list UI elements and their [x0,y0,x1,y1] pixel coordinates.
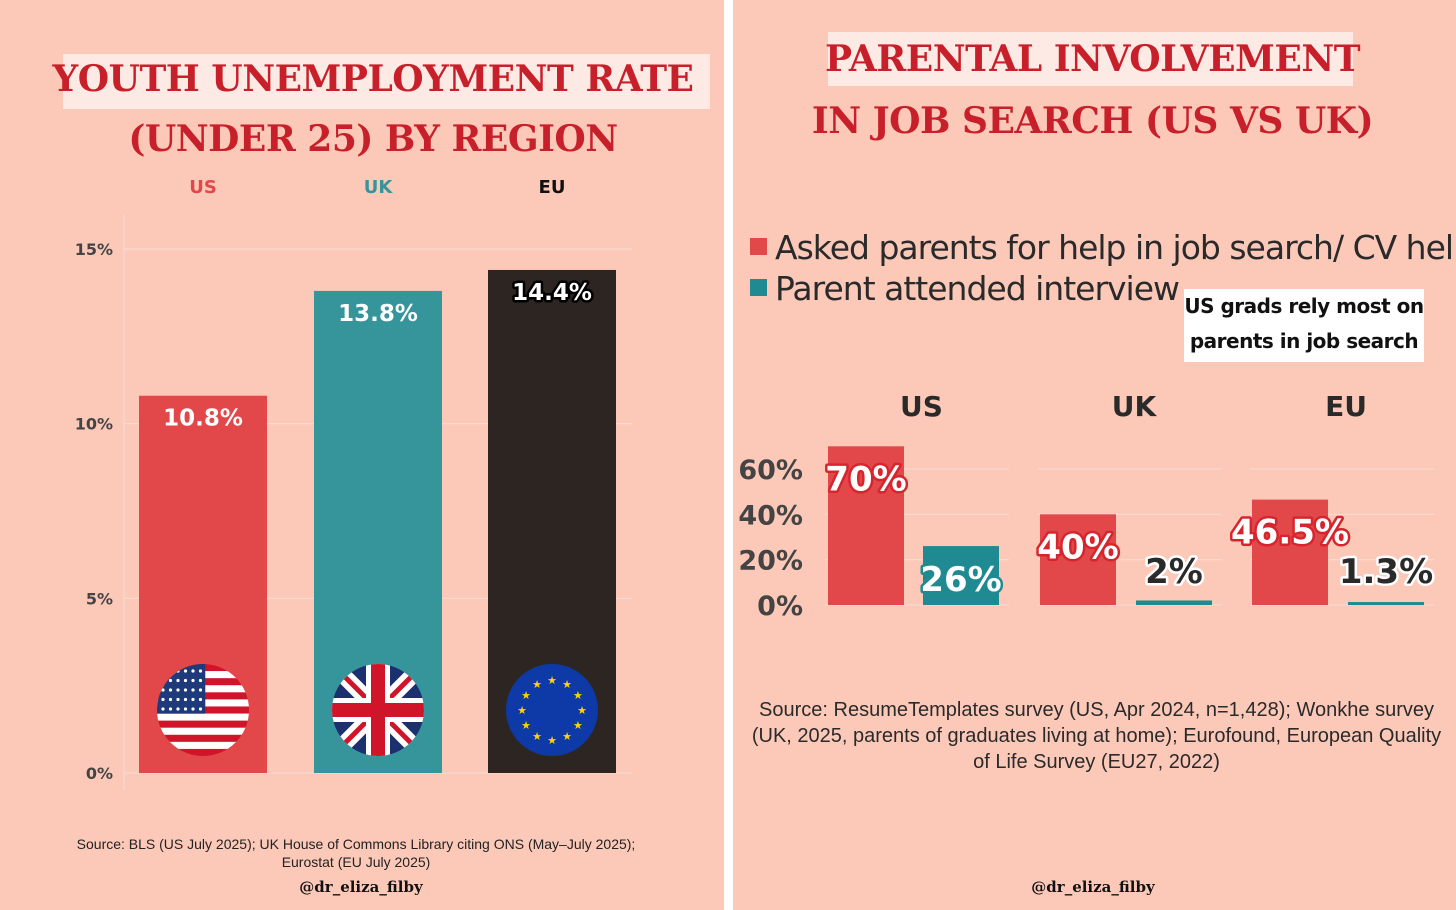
value-label-uk: 13.8% [338,301,418,327]
right-chart-title-line2: IN JOB SEARCH (US VS UK) [811,100,1374,142]
legend-swatch-teal [750,279,767,296]
category-label-us: US [189,177,217,198]
group-label-us: US [900,390,943,423]
uk-flag-icon [332,664,424,756]
right-author-handle: @dr_eliza_filby [1031,878,1155,896]
svg-text:★: ★ [547,734,557,747]
us-flag-icon [157,664,249,756]
annotation-note: US grads rely most on parents in job sea… [1184,289,1424,362]
right-chart-source: Source: ResumeTemplates survey (US, Apr … [733,697,1456,775]
y-tick-label: 40% [738,500,803,531]
value-label-eu-help: 46.5% [1231,513,1349,553]
y-tick-label: 10% [75,415,113,434]
right-source-line2: (UK, 2025, parents of graduates living a… [751,725,1442,747]
note-line1: US grads rely most on [1184,294,1424,318]
group-label-eu: EU [1325,390,1367,423]
right-chart-panel: PARENTAL INVOLVEMENT IN JOB SEARCH (US V… [733,0,1456,910]
legend-item-interview: Parent attended interview [750,269,1180,308]
note-line2: parents in job search [1189,329,1419,353]
left-source-line1: Source: BLS (US July 2025); UK House of … [76,836,636,852]
left-chart-panel: YOUTH UNEMPLOYMENT RATE (UNDER 25) BY RE… [0,0,724,910]
left-author-handle: @dr_eliza_filby [299,878,423,896]
y-tick-label: 0% [86,764,113,783]
y-tick-label: 15% [75,240,113,259]
svg-text:★: ★ [532,678,542,691]
svg-text:★: ★ [517,704,527,717]
left-chart-source: Source: BLS (US July 2025); UK House of … [0,835,712,871]
bar-eu-interview [1348,602,1424,606]
value-label-eu: 14.4% [512,280,592,306]
value-label-uk-help: 40% [1037,527,1118,567]
group-label-uk: UK [1112,390,1158,423]
value-label-us: 10.8% [163,406,243,432]
value-label-us-help: 70% [825,459,906,499]
svg-text:★: ★ [573,689,583,702]
left-source-line2: Eurostat (EU July 2025) [281,854,431,870]
legend-label-help: Asked parents for help in job search/ CV… [775,228,1456,267]
svg-text:★: ★ [573,719,583,732]
bar-uk-help [1040,514,1116,605]
left-chart-title-line2: (UNDER 25) BY REGION [128,118,618,160]
right-source-line1: Source: ResumeTemplates survey (US, Apr … [759,699,1434,721]
bar-us-help [828,446,904,605]
bar-us-interview [923,546,999,605]
right-source-line3: of Life Survey (EU27, 2022) [973,751,1220,773]
bar-uk-interview [1136,600,1212,605]
value-label-uk-interview: 2% [1145,552,1203,592]
y-tick-label: 20% [738,546,803,577]
value-label-eu-interview: 1.3% [1339,552,1433,592]
right-chart-plot: 0% 20% 40% 60% US 70% 26% UK 40% 2% EU 46.5%1.3% [738,390,1435,622]
svg-text:★: ★ [532,730,542,743]
title-highlight-box [828,32,1353,86]
svg-text:★: ★ [521,689,531,702]
bar-eu-help [1252,499,1328,605]
legend-label-interview: Parent attended interview [775,269,1180,308]
eu-flag-icon: ★ ★★★★★★★★★★★ [506,664,598,756]
legend-item-help: Asked parents for help in job search/ CV… [750,228,1456,267]
category-label-eu: EU [539,177,566,198]
svg-text:★: ★ [562,730,572,743]
left-chart-title-line1: YOUTH UNEMPLOYMENT RATE [52,58,694,100]
svg-text:★: ★ [562,678,572,691]
value-label-us-interview: 26% [920,560,1001,600]
y-tick-label: 60% [738,455,803,486]
legend-swatch-red [750,238,767,255]
title-highlight-box [63,54,710,109]
svg-text:★: ★ [521,719,531,732]
svg-text:★: ★ [577,704,587,717]
category-label-uk: UK [364,177,394,198]
y-tick-label: 5% [86,589,113,608]
right-chart-title-line1: PARENTAL INVOLVEMENT [824,38,1361,80]
svg-text:★: ★ [547,674,557,687]
y-tick-label: 0% [757,591,803,622]
